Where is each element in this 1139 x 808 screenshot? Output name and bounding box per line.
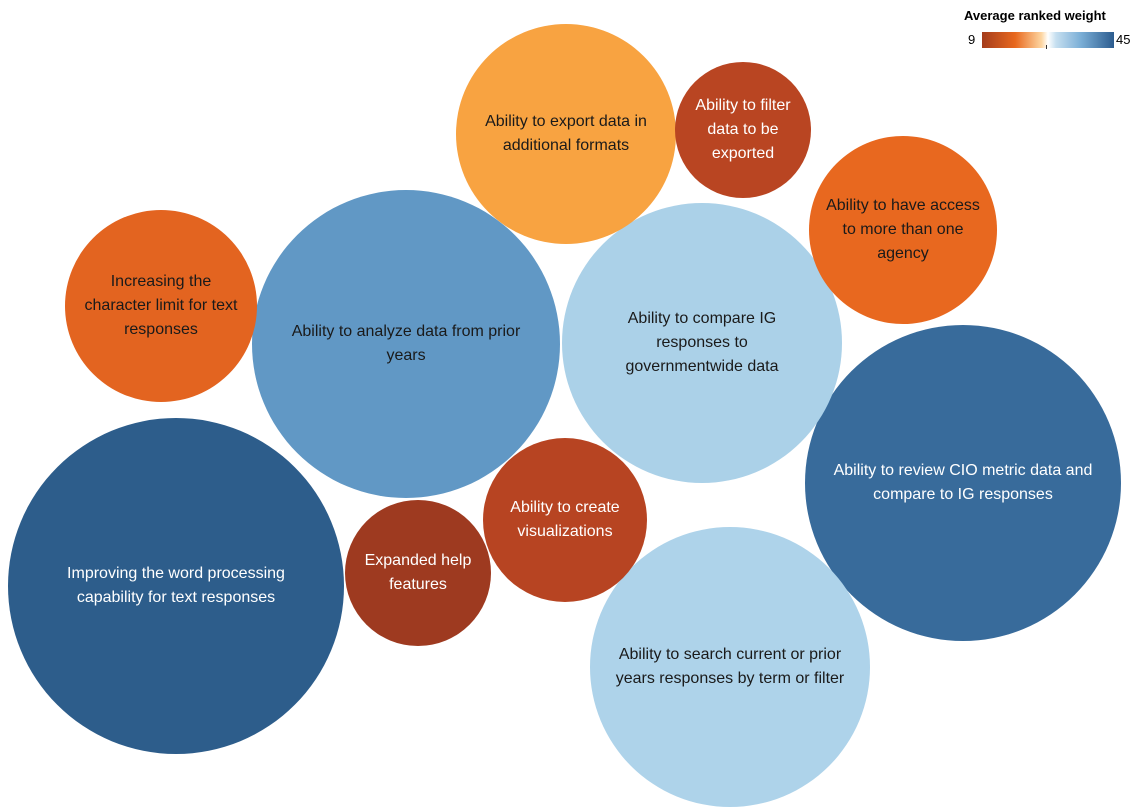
- bubble-improving-the-word-processing-capability-for-text-responses[interactable]: [8, 418, 344, 754]
- bubble-label-ability-to-export-data-in-additional-formats: Ability to export data in additional for…: [485, 113, 647, 154]
- bubble-label-ability-to-compare-ig-responses-to-governmentwide-data: Ability to compare IG responses to gover…: [625, 310, 779, 375]
- legend-title: Average ranked weight: [964, 8, 1106, 23]
- bubble-ability-to-filter-data-to-be-exported[interactable]: [675, 62, 811, 198]
- legend-color-ramp: [982, 32, 1114, 48]
- bubble-increasing-the-character-limit-for-text-responses[interactable]: [65, 210, 257, 402]
- bubble-label-improving-the-word-processing-capability-for-text-responses: Improving the word processing capability…: [67, 565, 285, 606]
- bubble-ability-to-export-data-in-additional-formats[interactable]: [456, 24, 676, 244]
- bubble-ability-to-review-cio-metric-data-and-compare-to-ig-responses[interactable]: [805, 325, 1121, 641]
- bubble-ability-to-search-current-or-prior-years-responses-by-term-or-filter[interactable]: [590, 527, 870, 807]
- bubble-ability-to-compare-ig-responses-to-governmentwide-data[interactable]: [562, 203, 842, 483]
- bubble-label-ability-to-review-cio-metric-data-and-compare-to-ig-responses: Ability to review CIO metric data and co…: [833, 462, 1093, 503]
- legend-max-label: 45: [1116, 32, 1131, 47]
- bubble-label-ability-to-create-visualizations: Ability to create visualizations: [510, 499, 620, 540]
- color-legend: Average ranked weight 9 45: [960, 8, 1136, 54]
- bubble-label-ability-to-search-current-or-prior-years-responses-by-term-or-filter: Ability to search current or prior years…: [615, 646, 845, 687]
- bubble-label-increasing-the-character-limit-for-text-responses: Increasing the character limit for text …: [84, 273, 238, 338]
- bubble-label-expanded-help-features: Expanded help features: [364, 552, 472, 593]
- bubble-label-ability-to-have-access-to-more-than-one-agency: Ability to have access to more than one …: [826, 197, 980, 262]
- bubble-ability-to-have-access-to-more-than-one-agency[interactable]: [809, 136, 997, 324]
- bubble-label-ability-to-filter-data-to-be-exported: Ability to filter data to be exported: [695, 97, 791, 162]
- bubble-expanded-help-features[interactable]: [345, 500, 491, 646]
- bubble-label-ability-to-analyze-data-from-prior-years: Ability to analyze data from prior years: [291, 323, 521, 364]
- bubble-ability-to-create-visualizations[interactable]: [483, 438, 647, 602]
- legend-min-label: 9: [968, 32, 976, 47]
- bubble-ability-to-analyze-data-from-prior-years[interactable]: [252, 190, 560, 498]
- legend-midpoint-tick: [1046, 45, 1047, 49]
